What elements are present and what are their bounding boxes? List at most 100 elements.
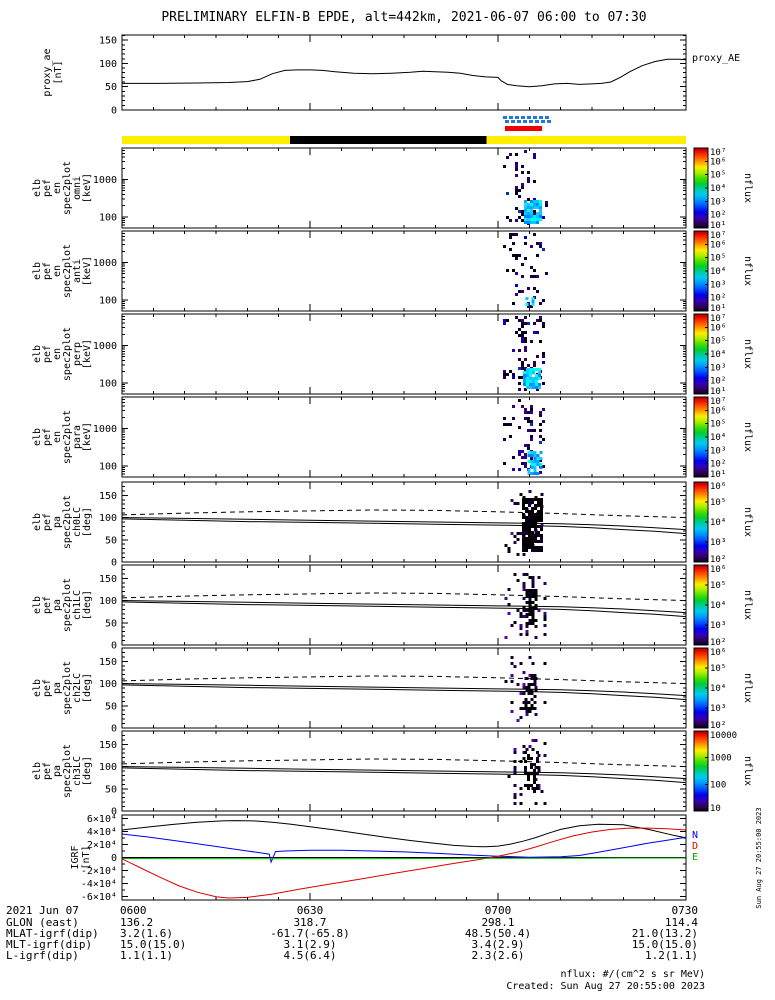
spectrogram-cell xyxy=(533,778,537,781)
loss-cone-line-2 xyxy=(121,601,687,618)
colorbar-tick-label: 10⁷ xyxy=(710,397,726,407)
spectrogram-cell xyxy=(539,423,543,426)
spectrogram-cell xyxy=(533,519,537,522)
colorbar-tick-label: 10¹ xyxy=(710,221,726,231)
colorbar-tick-label: 10⁵ xyxy=(710,337,726,347)
spectrogram-cell xyxy=(539,316,543,319)
spectrogram-cell xyxy=(524,408,528,411)
spectrogram-cell xyxy=(527,177,531,180)
spectrogram-cell xyxy=(525,622,529,625)
colorbar-tick-label: 10² xyxy=(710,721,726,731)
spectrogram-cell xyxy=(525,613,529,616)
spectrogram-cell xyxy=(512,302,516,305)
loss-cone-line xyxy=(121,683,687,697)
spectrogram-cell xyxy=(513,796,517,799)
spectrogram-cell xyxy=(536,388,540,391)
spectrogram-cell xyxy=(522,383,526,386)
panel-ylabel: pef xyxy=(42,428,53,446)
spectrogram-cell xyxy=(539,466,543,469)
x-tick-label: 0630 xyxy=(297,904,324,917)
spectrogram-cell xyxy=(533,507,537,510)
spectrogram-cell xyxy=(521,549,525,552)
spectrogram-cell xyxy=(533,213,537,216)
spectrogram-cell xyxy=(527,683,531,686)
panel-ylabel: elb xyxy=(32,596,43,614)
spectrogram-cell xyxy=(515,189,519,192)
spectrogram-cell xyxy=(524,316,528,319)
panel-frame xyxy=(121,230,687,312)
spectrogram-cell xyxy=(530,423,534,426)
spectrogram-cell xyxy=(535,203,539,206)
science-zone-marker xyxy=(503,116,508,119)
spectrogram-cell xyxy=(531,589,535,592)
spectrogram-cell xyxy=(524,257,528,260)
colorbar-tick-label: 10³ xyxy=(710,197,726,207)
spectrogram-cell xyxy=(536,525,540,528)
spectrogram-cell xyxy=(503,245,507,248)
spectrogram-cell xyxy=(533,775,537,778)
spectrogram-cell xyxy=(542,420,546,423)
spectrogram-cell xyxy=(537,754,541,757)
spectrogram-cell xyxy=(522,588,526,591)
spectrogram-cell xyxy=(528,383,532,386)
colorbar-tick-label: 10¹ xyxy=(710,304,726,314)
spectrogram-cell xyxy=(530,698,534,701)
annotation-row-label: 2021 Jun 07 xyxy=(6,904,79,917)
spectrogram-cell xyxy=(527,778,531,781)
panel-ylabel: en xyxy=(52,182,63,194)
spectrogram-cell xyxy=(533,463,537,466)
y-tick-label: -4×10⁴ xyxy=(81,879,117,890)
colorbar-unit-label: nflux xyxy=(742,256,753,286)
panel-ylabel: spec2plot xyxy=(62,495,73,549)
spectrogram-cell xyxy=(531,579,535,582)
spectrogram-cell xyxy=(539,429,543,432)
spectrogram-cell xyxy=(542,408,546,411)
spectrogram-cell xyxy=(524,367,528,370)
anti-loss-cone-line xyxy=(121,758,687,768)
panel-ylabel: pa xyxy=(52,599,63,611)
spectrogram-cell xyxy=(522,573,526,576)
spectrogram-cell xyxy=(533,787,537,790)
spectrogram-cell xyxy=(530,683,534,686)
spectrogram-cell xyxy=(533,528,537,531)
panel-ylabel: en xyxy=(52,348,63,360)
y-tick-label: 1000 xyxy=(93,175,117,186)
spectrogram-cell xyxy=(524,531,528,534)
spectrogram-cell xyxy=(504,597,508,600)
spectrogram-cell xyxy=(543,662,547,665)
spectrogram-cell xyxy=(539,525,543,528)
spectrogram-cell xyxy=(527,460,531,463)
spectrogram-cell xyxy=(525,368,529,371)
spectrogram-cell xyxy=(536,472,540,475)
spectrogram-cell xyxy=(518,290,522,293)
spectrogram-cell xyxy=(525,303,529,306)
y-tick-label: 0 xyxy=(111,724,117,735)
spectrogram-cell xyxy=(533,210,537,213)
science-zone-marker xyxy=(545,116,550,119)
spectrogram-cell xyxy=(527,469,531,472)
spectrogram-cell xyxy=(540,790,544,793)
spectrogram-cell xyxy=(536,498,540,501)
annotation-value: 114.4 xyxy=(665,916,698,929)
spectrogram-cell xyxy=(523,206,527,209)
spectrogram-cell xyxy=(538,215,542,218)
spectrogram-cell xyxy=(524,417,528,420)
loss-cone-line xyxy=(121,766,687,780)
y-tick-label: 100 xyxy=(99,596,117,607)
spectrogram-cell xyxy=(518,189,522,192)
spectrogram-cell xyxy=(510,680,514,683)
spectrogram-cell xyxy=(524,507,528,510)
spectrogram-cell xyxy=(537,383,541,386)
panel-ylabel: [deg] xyxy=(82,507,93,537)
panel-ylabel: omni xyxy=(72,176,83,200)
spectrogram-cell xyxy=(533,790,537,793)
spectrogram-cell xyxy=(542,352,546,355)
spectrogram-cell xyxy=(542,382,546,385)
spectrogram-cell xyxy=(527,171,531,174)
loss-cone-line-2 xyxy=(121,518,687,535)
y-tick-label: 0 xyxy=(111,641,117,652)
spectrogram-cell xyxy=(533,454,537,457)
spectrogram-cell xyxy=(518,210,522,213)
spectrogram-cell xyxy=(507,550,511,553)
spectrogram-cell xyxy=(518,358,522,361)
